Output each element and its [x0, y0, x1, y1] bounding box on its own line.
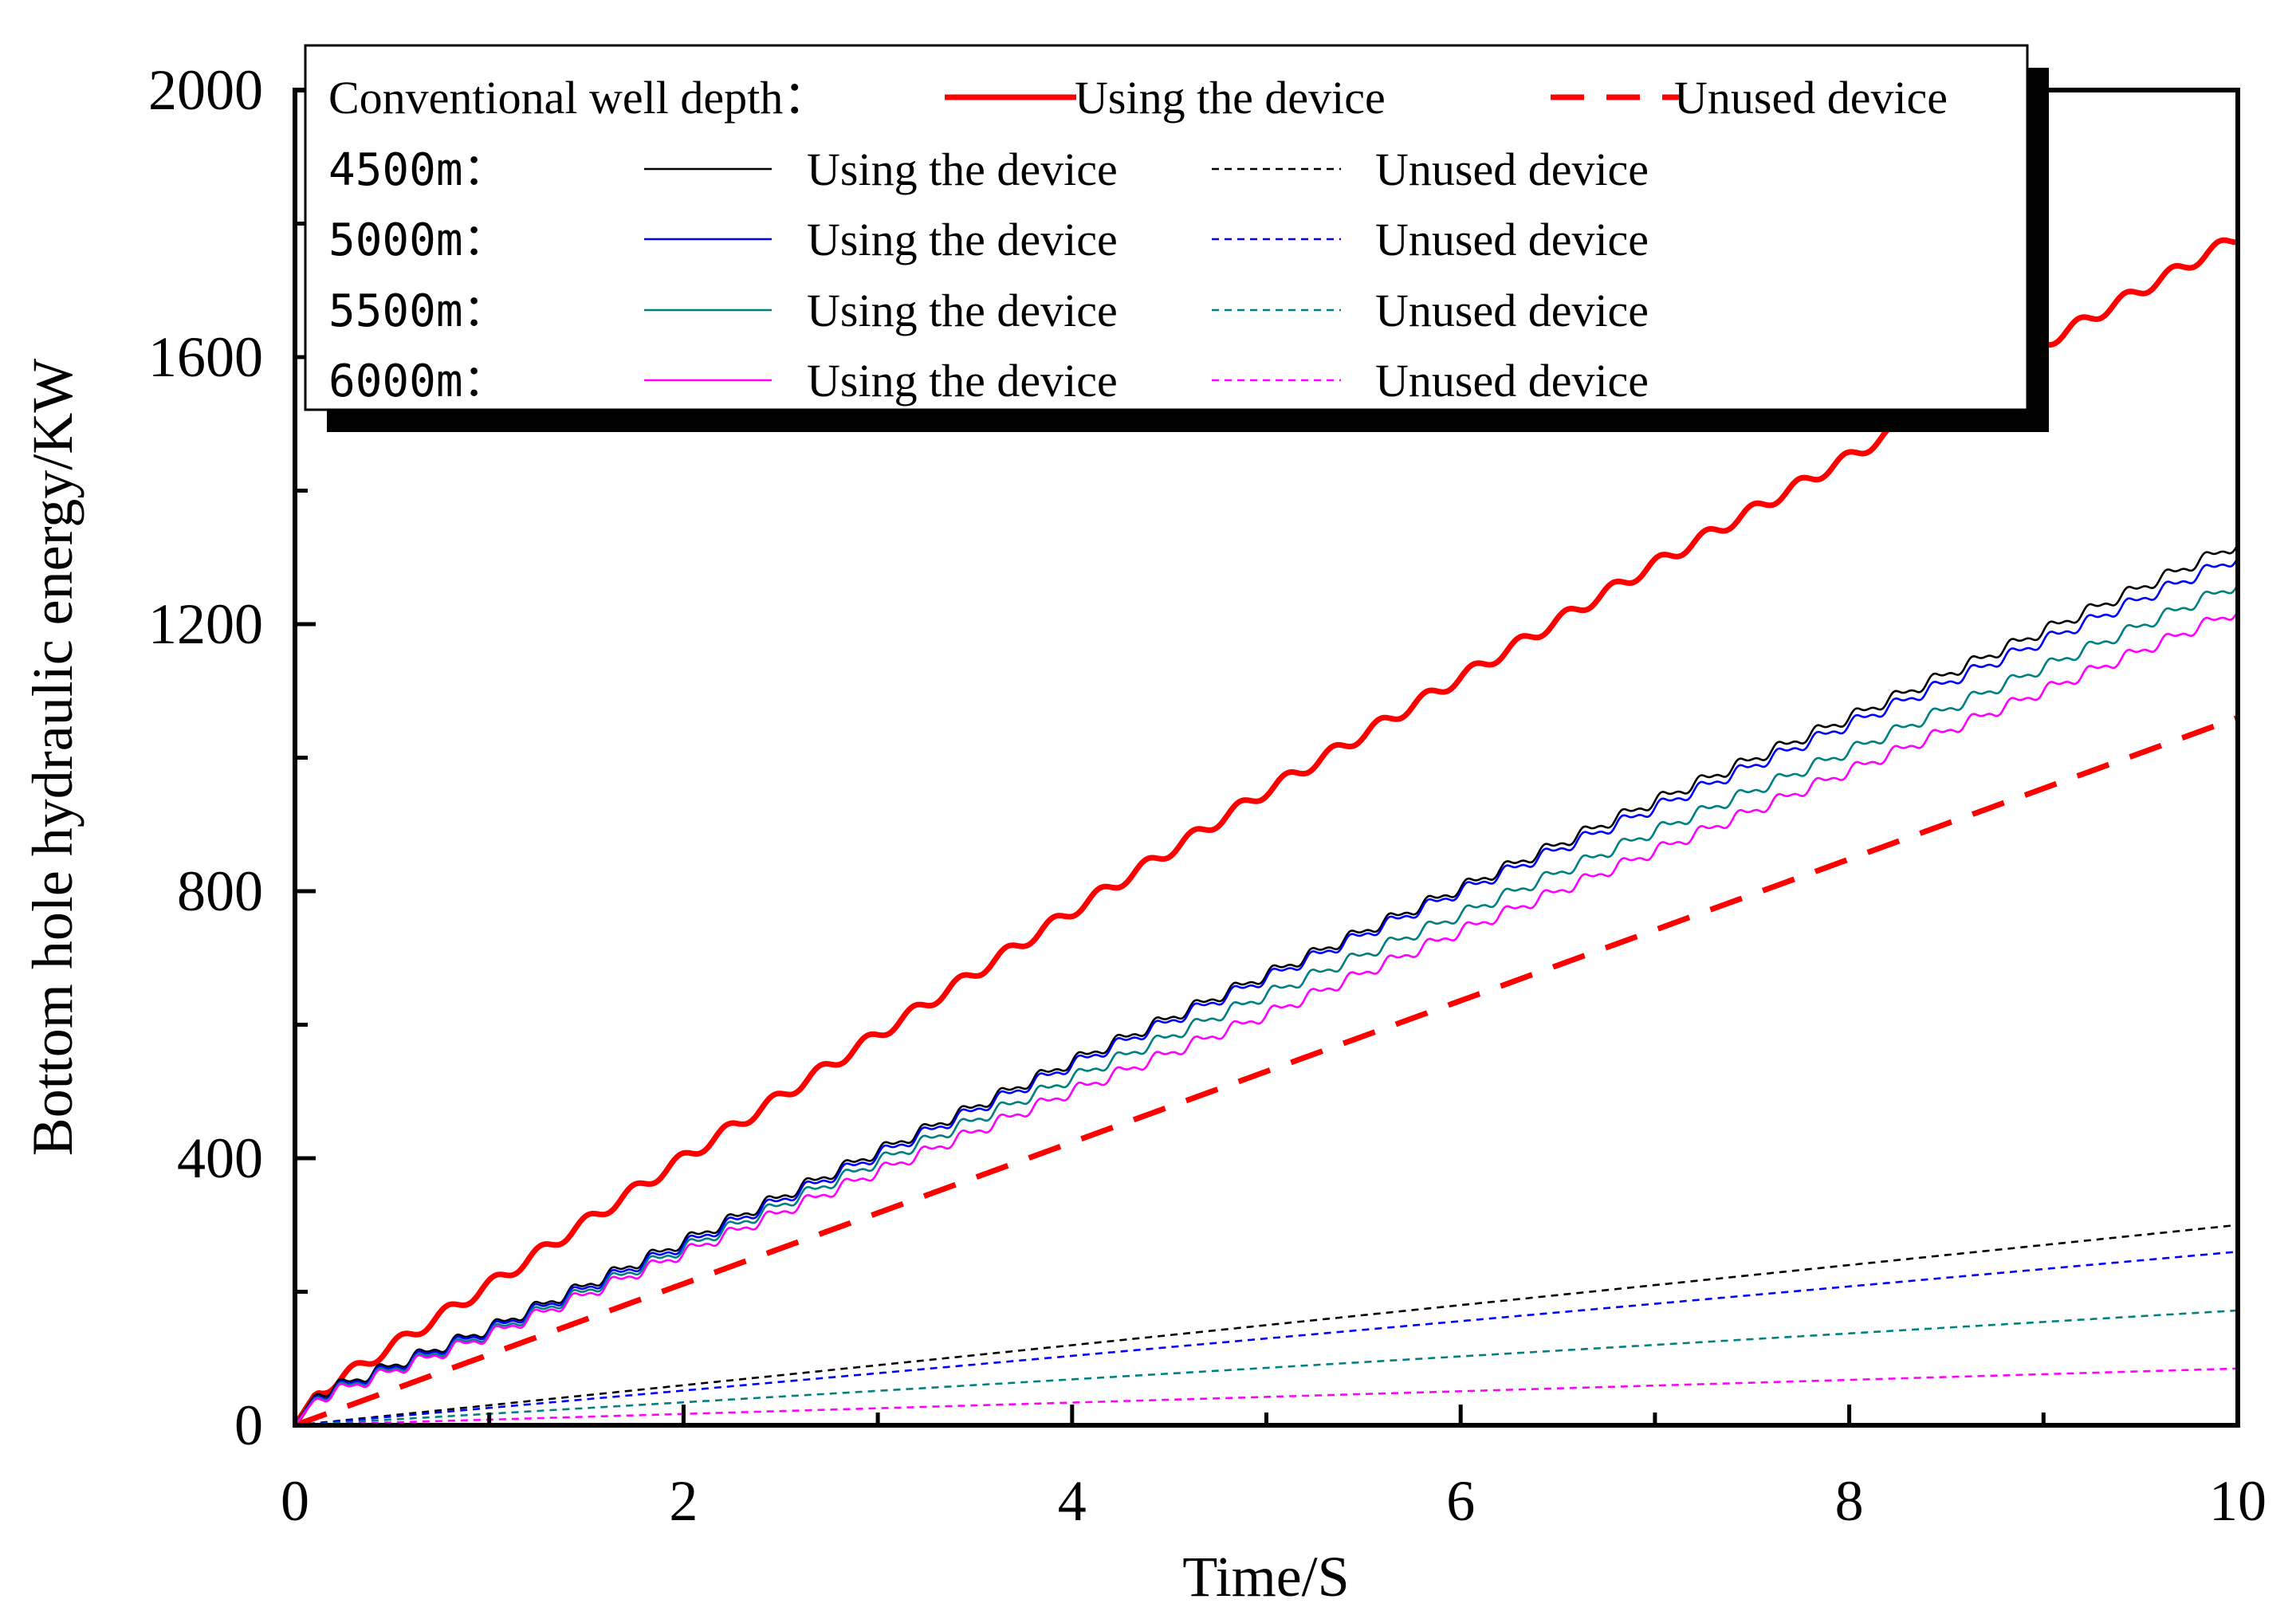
legend-group-label: 5500m：: [328, 285, 508, 337]
series-line-7: [294, 1251, 2239, 1427]
legend-group-label: 6000m：: [328, 356, 508, 407]
y-axis-title: Bottom hole hydraulic energy/KW: [21, 359, 85, 1156]
y-tick-label: 800: [177, 859, 263, 923]
legend-group-label: 5000m：: [328, 214, 508, 266]
legend-using-label: Using the device: [807, 143, 1118, 195]
series-line-6: [294, 1224, 2239, 1427]
legend-box: [304, 44, 2029, 411]
legend-using-label: Using the device: [807, 285, 1118, 336]
legend-row: 5000m： Using the device Unused device: [328, 214, 1649, 266]
legend-row: 6000m： Using the device Unused device: [328, 355, 1649, 407]
series-line-3: [293, 556, 2239, 1426]
legend-unused-label: Unused device: [1375, 143, 1649, 195]
series-line-2: [293, 543, 2239, 1426]
x-tick-label: 4: [1058, 1469, 1087, 1533]
legend-unused-label: Unused device: [1375, 355, 1649, 407]
legend-using-label: Using the device: [807, 355, 1118, 407]
x-tick-label: 8: [1835, 1469, 1864, 1533]
legend-rows: Conventional well depth： Using the device…: [328, 72, 1948, 407]
legend-row: 5500m： Using the device Unused device: [328, 285, 1649, 337]
legend-group-label: 4500m：: [328, 144, 508, 196]
legend: Conventional well depth： Using the device…: [304, 44, 2049, 432]
series-line-4: [293, 583, 2239, 1426]
ticks-layer: [293, 88, 2240, 1428]
legend-unused-label: Unused device: [1375, 285, 1649, 336]
x-tick-label: 0: [281, 1469, 309, 1533]
y-tick-label: 400: [177, 1126, 263, 1190]
legend-using-label: Using the device: [1075, 72, 1386, 124]
y-tick-label: 1200: [148, 592, 263, 656]
series-line-5: [293, 610, 2239, 1426]
legend-unused-label: Unused device: [1674, 72, 1948, 124]
x-tick-label: 10: [2209, 1469, 2267, 1533]
y-tick-label: 2000: [148, 58, 263, 122]
legend-group-label: Conventional well depth：: [328, 72, 829, 124]
series-line-1: [293, 714, 2239, 1428]
legend-unused-label: Unused device: [1375, 214, 1649, 265]
tick-labels-layer: 0 2 4 6 8 10 0 400 800 1200 1600 2000: [148, 58, 2267, 1533]
x-tick-label: 6: [1446, 1469, 1475, 1533]
legend-row: Conventional well depth： Using the device…: [328, 72, 1948, 124]
legend-row: 4500m： Using the device Unused device: [328, 143, 1649, 196]
legend-using-label: Using the device: [807, 214, 1118, 265]
series-line-8: [294, 1309, 2239, 1427]
series-line-9: [294, 1367, 2239, 1427]
x-tick-label: 2: [669, 1469, 698, 1533]
y-tick-label: 1600: [148, 325, 263, 389]
y-tick-label: 0: [234, 1393, 263, 1457]
x-axis-title: Time/S: [1182, 1545, 1349, 1609]
